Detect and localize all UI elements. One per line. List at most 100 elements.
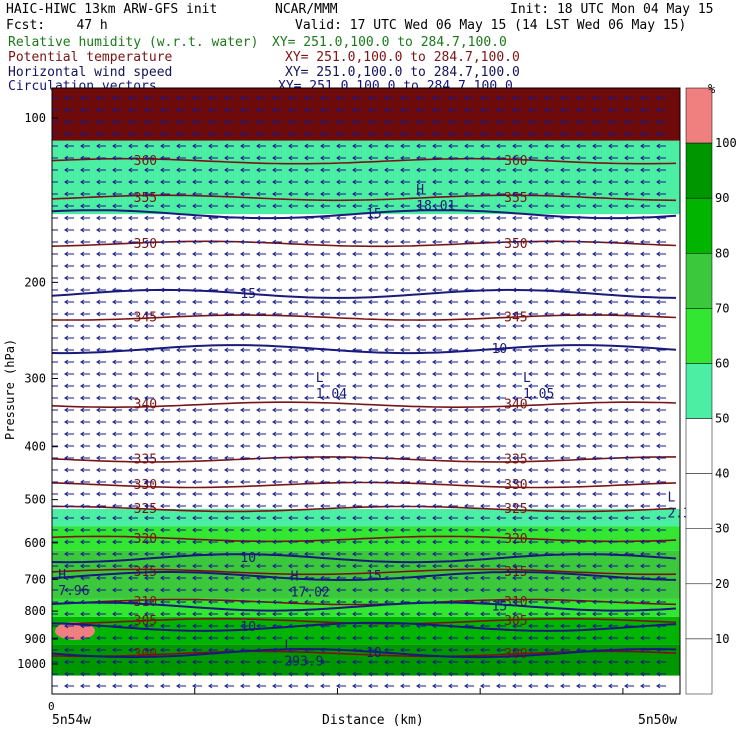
vector-arrow-474 xyxy=(144,239,154,245)
vector-arrow-1435 xyxy=(544,527,554,533)
vector-arrow-84 xyxy=(144,119,154,125)
vector-arrow-1428 xyxy=(432,527,442,533)
vector-arrow-380 xyxy=(512,203,522,209)
vector-arrow-1581 xyxy=(384,575,394,581)
vector-arrow-1444 xyxy=(64,539,74,545)
vector-arrow-1897 xyxy=(448,671,458,677)
vector-arrow-1307 xyxy=(368,491,378,497)
vector-arrow-25 xyxy=(448,95,458,101)
vector-arrow-1475 xyxy=(560,539,570,545)
vector-arrow-47 xyxy=(176,107,186,113)
y-tick-label-200: 200 xyxy=(24,275,46,289)
vector-arrow-1546 xyxy=(448,563,458,569)
vector-arrow-834 xyxy=(288,347,298,353)
vector-arrow-904 xyxy=(160,371,170,377)
vector-arrow-1798 xyxy=(112,647,122,653)
vector-arrow-989 xyxy=(272,395,282,401)
vector-arrow-910 xyxy=(256,371,266,377)
vector-arrow-1213 xyxy=(112,467,122,473)
vector-arrow-182 xyxy=(464,143,474,149)
vector-arrow-997 xyxy=(400,395,410,401)
vector-arrow-1023 xyxy=(192,407,202,413)
y-tick-label-100: 100 xyxy=(24,111,46,125)
vector-arrow-701 xyxy=(656,299,666,305)
colorbar-seg-10 xyxy=(685,638,713,695)
vector-arrow-718 xyxy=(304,311,314,317)
vector-arrow-1560 xyxy=(52,576,58,580)
vector-arrow-758 xyxy=(320,323,330,329)
vector-arrow-1841 xyxy=(176,659,186,665)
vector-arrow-231 xyxy=(624,155,634,161)
vector-arrow-1321 xyxy=(592,491,602,497)
vector-arrow-1441 xyxy=(640,527,650,533)
vector-arrow-1710 xyxy=(576,611,586,617)
vector-arrow-279 xyxy=(144,179,154,185)
vector-arrow-1175 xyxy=(128,455,138,461)
vector-arrow-1021 xyxy=(160,407,170,413)
vector-arrow-427 xyxy=(640,215,650,221)
vector-arrow-1242 xyxy=(576,467,586,473)
vector-arrow-1394 xyxy=(512,515,522,521)
vector-arrow-43 xyxy=(112,107,122,113)
vector-arrow-117 xyxy=(52,132,58,136)
vector-arrow-1949 xyxy=(656,683,666,689)
vector-arrow-1766 xyxy=(224,635,234,641)
vector-arrow-1433 xyxy=(512,527,522,533)
vector-arrow-1354 xyxy=(496,503,506,509)
vector-arrow-1774 xyxy=(352,635,362,641)
vector-arrow-1717 xyxy=(64,623,74,629)
vector-arrow-651 xyxy=(480,287,490,293)
vector-arrow-1387 xyxy=(400,515,410,521)
extremum-type-6: L xyxy=(284,639,292,654)
vector-arrow-559 xyxy=(256,263,266,269)
vector-arrow-253 xyxy=(352,167,362,173)
vector-arrow-134 xyxy=(320,131,330,137)
y-tick-label-700: 700 xyxy=(24,572,46,586)
vector-arrow-668 xyxy=(128,299,138,305)
wind-label-6: 15 xyxy=(240,287,256,302)
vector-arrow-1188 xyxy=(336,455,346,461)
vector-arrow-1086 xyxy=(576,419,586,425)
vector-arrow-644 xyxy=(368,287,378,293)
vector-arrow-1720 xyxy=(112,623,122,629)
vector-arrow-148 xyxy=(544,131,554,137)
rh-band-5 xyxy=(52,508,680,527)
vector-arrow-729 xyxy=(480,311,490,317)
vector-arrow-981 xyxy=(144,395,154,401)
vector-arrow-1062 xyxy=(192,419,202,425)
vector-arrow-127 xyxy=(208,131,218,137)
y-tick-label-1000: 1000 xyxy=(17,657,46,671)
vector-arrow-286 xyxy=(256,179,266,185)
vector-arrow-1205 xyxy=(608,455,618,461)
vector-arrow-1089 xyxy=(624,419,634,425)
vector-arrow-755 xyxy=(272,323,282,329)
x-tick-label-0: 0 xyxy=(48,700,55,713)
vector-arrow-1257 xyxy=(192,479,202,485)
vector-arrow-121 xyxy=(112,131,122,137)
vector-arrow-274 xyxy=(64,179,74,185)
vector-arrow-857 xyxy=(656,347,666,353)
vector-arrow-208 xyxy=(256,155,266,161)
vector-arrow-1282 xyxy=(592,479,602,485)
vector-arrow-639 xyxy=(288,287,298,293)
vector-arrow-1010 xyxy=(608,395,618,401)
vector-arrow-1391 xyxy=(464,515,474,521)
vector-arrow-645 xyxy=(384,287,394,293)
vector-arrow-1828 xyxy=(592,647,602,653)
vector-arrow-587 xyxy=(80,275,90,281)
vector-arrow-1853 xyxy=(368,659,378,665)
vector-arrow-1126 xyxy=(592,431,602,437)
vector-arrow-1562 xyxy=(80,575,90,581)
vector-arrow-578 xyxy=(560,263,570,269)
vector-arrow-1507 xyxy=(448,551,458,557)
vector-arrow-775 xyxy=(592,323,602,329)
vector-arrow-1541 xyxy=(368,563,378,569)
vector-arrow-1414 xyxy=(208,527,218,533)
vector-arrow-1920 xyxy=(192,683,202,689)
vector-arrow-680 xyxy=(320,299,330,305)
vector-arrow-447 xyxy=(336,227,346,233)
vector-arrow-504 xyxy=(624,239,634,245)
vector-arrow-1411 xyxy=(160,527,170,533)
vector-arrow-1525 xyxy=(112,563,122,569)
